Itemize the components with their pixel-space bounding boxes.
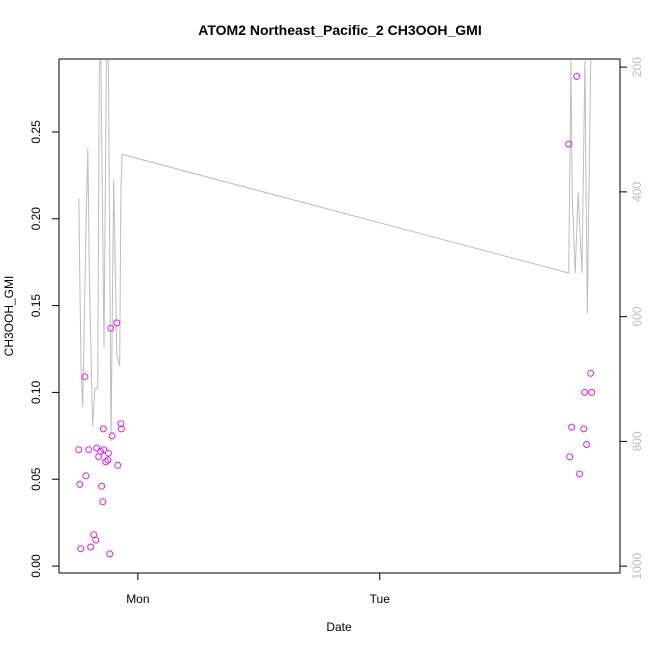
data-point	[581, 388, 589, 396]
y2-tick-label: 600	[630, 306, 644, 326]
pressure-line	[78, 60, 592, 442]
data-point	[108, 432, 116, 440]
data-point	[588, 388, 596, 396]
data-point	[580, 425, 588, 433]
data-point	[568, 423, 576, 431]
data-point	[81, 373, 89, 381]
axes-layer: 0.00 0.05 0.10 0.15 0.20 0.25 200 400 600 800 1000…	[29, 57, 644, 606]
x-axis-label: Date	[326, 620, 352, 634]
y-tick-label: 0.00	[29, 554, 43, 578]
y-tick-label: 0.10	[29, 380, 43, 404]
y2-tick-label: 200	[630, 57, 644, 77]
data-point	[107, 324, 115, 332]
chart-title: ATOM2 Northeast_Pacific_2 CH3OOH_GMI	[198, 22, 481, 38]
data-point	[102, 458, 110, 466]
data-point	[82, 472, 90, 480]
y2-tick-label: 1000	[630, 552, 644, 579]
data-point	[76, 480, 84, 488]
x-tick-label: Mon	[126, 592, 149, 606]
y-tick-label: 0.15	[29, 294, 43, 318]
y-tick-label: 0.20	[29, 207, 43, 231]
x-tick-label: Tue	[370, 592, 391, 606]
data-point	[106, 550, 114, 558]
data-point	[99, 498, 107, 506]
data-point	[77, 545, 85, 553]
data-point	[85, 446, 93, 454]
data-point	[92, 536, 100, 544]
data-point	[117, 420, 125, 428]
data-point	[75, 446, 83, 454]
data-point	[566, 453, 574, 461]
data-point	[104, 449, 112, 457]
y2-tick-label: 400	[630, 182, 644, 202]
data-point	[565, 140, 573, 148]
data-point	[576, 470, 584, 478]
y2-tick-label: 800	[630, 431, 644, 451]
plot-frame	[58, 58, 621, 574]
data-point	[114, 461, 122, 469]
data-point	[587, 369, 595, 377]
points-layer	[75, 72, 596, 558]
data-point	[117, 425, 125, 433]
data-point	[99, 425, 107, 433]
data-point	[93, 444, 101, 452]
data-point	[573, 72, 581, 80]
data-point	[113, 319, 121, 327]
data-point	[98, 482, 106, 490]
data-point	[583, 441, 591, 448]
data-point	[87, 543, 95, 551]
data-point	[104, 456, 112, 464]
pressure-line-layer	[78, 60, 592, 442]
y-axis-label: CH3OOH_GMI	[2, 276, 16, 357]
data-point	[100, 446, 108, 454]
y-tick-label: 0.05	[29, 467, 43, 491]
y-tick-label: 0.25	[29, 120, 43, 144]
